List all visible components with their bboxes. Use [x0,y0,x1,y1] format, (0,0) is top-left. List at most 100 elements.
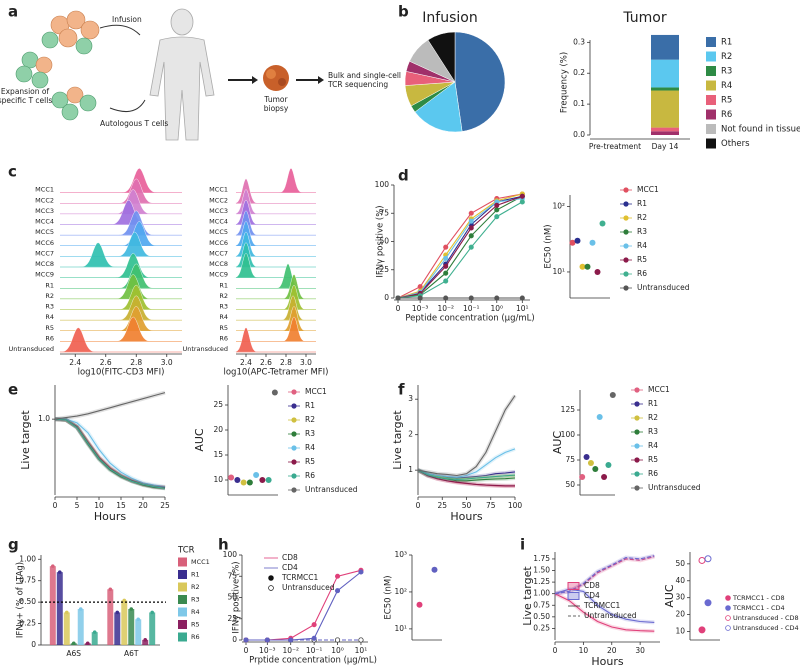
line [554,555,655,595]
label: specific T cells [0,96,52,105]
y-tick-label: 0.25 [19,619,36,628]
summary-point [609,392,616,398]
human-figure [149,8,215,141]
legend-marker [634,401,640,407]
point [494,214,500,220]
line-band [54,417,166,491]
row-label: MCC8 [209,260,228,268]
legend-title: TCR [177,546,195,556]
panel-label: h [218,536,229,554]
x-tick-label: A6S [66,649,81,658]
legend-swatch [178,620,187,629]
legend-label: R4 [648,441,658,450]
legend-marker [291,403,297,409]
bar-segment [651,59,679,88]
summary-point [271,389,278,396]
x-tick-label: 50 [462,501,472,510]
row-label: MCC2 [209,196,228,204]
row-label: MCC5 [209,228,228,236]
bar [49,566,56,645]
bar-point [143,638,148,642]
point [698,556,706,564]
line [417,395,516,477]
point [494,202,500,208]
legend-label: R1 [305,401,315,410]
y-tick-label: 10¹ [552,267,565,276]
summary-point [574,237,581,244]
summary-point [594,268,601,275]
ridge [102,316,164,342]
x-axis-label: Prptide concentration (μg/mL) [249,656,377,666]
y-tick-label: 40 [675,576,685,585]
y-tick-label: 75 [565,455,575,464]
panel-label: e [8,381,18,399]
x-tick-label: 25 [160,501,170,510]
line [397,193,523,299]
legend-label: Others [721,139,750,149]
legend-marker [623,271,629,277]
line [417,469,515,487]
legend-label: R6 [637,269,647,278]
y-tick-label: 1.00 [19,554,36,563]
legend-label: R3 [637,227,647,236]
summary-point [605,462,612,468]
legend-label: CD8 [282,553,298,562]
legend-marker [725,625,731,631]
row-label: MCC4 [209,218,228,226]
y-tick-label: 25 [227,614,237,623]
legend-swatch [706,37,716,47]
x-axis-label: Hours [591,655,623,668]
row-label: R5 [45,324,54,332]
bar-point [78,607,83,611]
row-label: R6 [45,334,54,342]
legend-marker [634,485,640,491]
bar [56,572,63,645]
point [519,199,525,205]
legend-marker [634,387,640,393]
y-tick-label: 125 [561,405,576,414]
legend-marker [634,457,640,463]
legend-label: R5 [648,455,658,464]
legend-label: R6 [648,469,658,478]
bar-point [92,630,97,634]
chart-title: Tumor [622,10,667,26]
y-tick-label: 100 [223,550,238,559]
x-tick-label: 10⁰ [331,646,344,655]
x-tick-label: 2.4 [69,358,81,367]
line [54,418,166,488]
point [443,263,449,269]
legend-swatch [706,109,716,120]
y-tick-label: 0 [31,640,36,649]
legend-label: R5 [637,255,647,264]
y-tick-label: 2 [408,430,413,439]
line [246,571,362,641]
legend-marker [634,443,640,449]
legend-label: R6 [721,110,732,120]
ridge [98,199,160,225]
legend-marker [623,257,629,263]
row-label: MCC3 [35,207,54,215]
line-band [54,390,166,422]
x-tick-label: 20 [138,501,148,510]
point [243,637,249,643]
legend-swatch [178,582,187,592]
x-tick-label: Pre-treatment [589,142,641,151]
point [443,278,449,284]
summary-point [584,263,591,270]
x-tick-label: 25 [437,501,447,510]
row-label: R1 [219,281,228,289]
summary-point [259,477,266,483]
legend-label: TCRMCC1 [281,573,319,582]
summary-point [234,477,241,483]
legend-label: R4 [721,81,732,91]
x-tick-label: A6T [124,649,139,658]
row-label: Untransduced [8,345,54,353]
summary-point [569,239,576,246]
x-tick-label: 10⁻³ [259,646,276,655]
x-tick-label: 10⁻¹ [463,304,480,313]
bar-point [108,587,113,592]
summary-point [599,220,606,227]
point [264,637,270,643]
y-tick-label: 1 [408,465,413,474]
legend-label: Untransduced [584,611,637,620]
